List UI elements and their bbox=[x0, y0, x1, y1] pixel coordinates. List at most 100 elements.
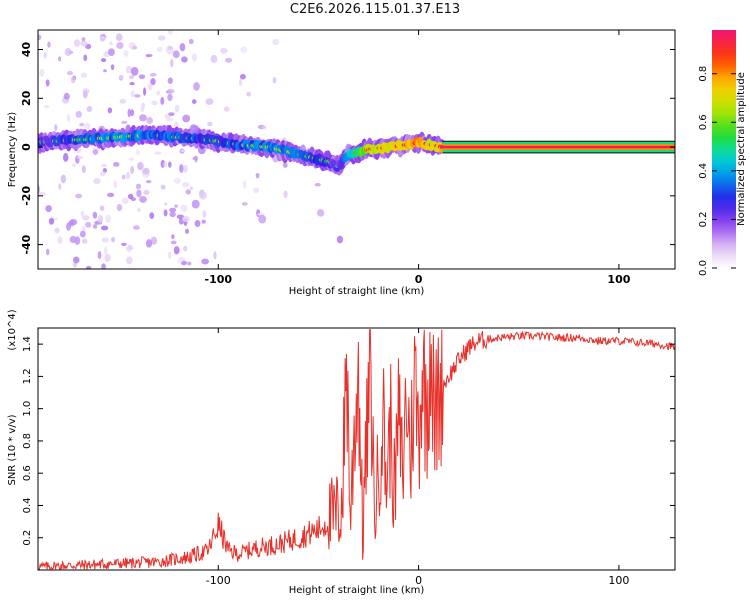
spectrogram-speckle bbox=[127, 108, 131, 118]
spectrogram-speckle bbox=[167, 77, 173, 84]
spectrogram-speckle bbox=[179, 163, 184, 173]
spectrogram-speckle bbox=[45, 248, 50, 256]
spectrogram-speckle bbox=[176, 214, 185, 220]
spectrogram-speckle bbox=[189, 186, 194, 191]
spectrogram-speckle bbox=[253, 187, 260, 194]
spectrogram-speckle bbox=[54, 124, 58, 131]
spectrogram-speckle bbox=[181, 56, 188, 63]
y-axis-multiplier: (x10^4) bbox=[7, 309, 18, 350]
spectrogram-speckle bbox=[180, 149, 185, 153]
spectrogram-speckle bbox=[143, 87, 147, 96]
spectrogram-speckle bbox=[160, 96, 165, 105]
spectrogram-speckle bbox=[54, 227, 60, 234]
x-tick-label: 0 bbox=[415, 574, 422, 587]
spectrogram-speckle bbox=[134, 94, 141, 98]
spectrogram-speckle bbox=[84, 122, 91, 130]
spectrogram-speckle bbox=[45, 79, 50, 87]
spectrogram-speckle bbox=[135, 149, 140, 156]
spectrogram-speckle bbox=[99, 171, 106, 177]
spectrogram-speckle bbox=[129, 81, 135, 86]
spectrogram-speckle bbox=[45, 205, 52, 213]
spectrogram-speckle bbox=[121, 242, 127, 246]
spectrogram-speckle bbox=[140, 107, 145, 112]
spectrogram-speckle bbox=[81, 165, 86, 174]
spectrogram-speckle bbox=[137, 162, 144, 171]
spectrogram-speckle bbox=[182, 164, 188, 173]
spectrogram-speckle bbox=[130, 90, 136, 98]
spectrogram-speckle bbox=[92, 211, 97, 219]
spectrogram-speckle bbox=[58, 56, 62, 62]
spectrogram-speckle bbox=[194, 155, 198, 163]
spectrogram-speckle bbox=[101, 237, 109, 243]
spectrogram-speckle bbox=[63, 92, 70, 100]
spectrogram-speckle bbox=[169, 207, 177, 213]
y-tick-label: 1.0 bbox=[22, 401, 33, 417]
spectrogram-speckle bbox=[182, 215, 190, 223]
spectrogram-speckle bbox=[127, 244, 133, 250]
spectrogram-speckle bbox=[99, 205, 105, 211]
spectrogram-speckle bbox=[173, 177, 181, 184]
colorbar-fill bbox=[712, 30, 736, 268]
colorbar-tick-label: 0.8 bbox=[698, 66, 709, 82]
colorbar: 0.0 0.2 0.4 0.6 0.8 Normalized spectral ampli… bbox=[698, 30, 747, 276]
spectrogram-speckle bbox=[125, 171, 131, 180]
y-tick-label: 0.6 bbox=[22, 465, 33, 481]
x-axis-label: Height of straight line (km) bbox=[289, 585, 425, 596]
colorbar-label: Normalized spectral amplitude bbox=[736, 72, 747, 226]
spectrogram-speckle bbox=[64, 48, 72, 57]
spectrogram-speckle bbox=[169, 211, 176, 218]
snr-frame bbox=[37, 327, 676, 571]
spectrogram-speckle bbox=[125, 256, 133, 265]
spectrogram-speckle bbox=[173, 246, 180, 255]
spectrogram-speckle bbox=[258, 214, 267, 224]
spectrogram-speckle bbox=[79, 230, 86, 238]
spectrogram-speckle bbox=[213, 251, 217, 260]
spectrogram-speckle bbox=[201, 219, 206, 224]
spectrogram-speckle bbox=[47, 41, 51, 48]
spectrogram-speckle bbox=[121, 174, 126, 180]
spectrogram-speckle bbox=[82, 90, 88, 99]
spectrogram-speckle bbox=[163, 161, 168, 168]
spectrogram-speckle bbox=[85, 221, 92, 228]
spectrogram-speckle bbox=[138, 114, 147, 122]
spectrogram-speckle bbox=[73, 256, 80, 264]
spectrogram-speckle bbox=[185, 189, 191, 195]
spectrogram-speckle bbox=[75, 110, 82, 118]
spectrogram-speckle bbox=[116, 203, 123, 212]
spectrogram-speckle bbox=[101, 163, 107, 168]
steady-tone-core bbox=[442, 145, 675, 149]
spectrogram-speckle bbox=[128, 157, 135, 161]
spectrogram-speckle bbox=[225, 57, 233, 63]
y-tick-label: 1.2 bbox=[22, 368, 33, 384]
spectrogram-speckle bbox=[125, 65, 132, 74]
page-title: C2E6.2026.115.01.37.E13 bbox=[289, 2, 461, 17]
y-tick-label: 0.8 bbox=[22, 433, 33, 449]
colorbar-tick-label: 0.6 bbox=[698, 114, 709, 130]
snr-series-line bbox=[38, 329, 675, 570]
spectrogram-speckle bbox=[137, 208, 141, 212]
spectrogram-speckle bbox=[102, 168, 108, 173]
spectrogram-speckle bbox=[43, 52, 47, 59]
spectrogram-speckle bbox=[149, 72, 157, 77]
spectrogram-speckle bbox=[191, 199, 200, 209]
spectrogram-speckle bbox=[182, 247, 188, 251]
spectrogram-speckle bbox=[199, 191, 207, 200]
spectrogram-speckle bbox=[73, 39, 81, 47]
spectrogram-speckle bbox=[316, 209, 325, 217]
spectrogram-speckle bbox=[282, 162, 288, 168]
colorbar-tick-label: 0.0 bbox=[698, 260, 709, 276]
spectrogram-speckle bbox=[179, 42, 186, 52]
y-axis-label: SNR (10 * v/v) bbox=[7, 414, 18, 485]
spectrogram-speckle bbox=[136, 189, 142, 198]
spectrogram-speckle bbox=[104, 246, 108, 255]
spectrogram-speckle bbox=[107, 107, 113, 114]
spectrogram-speckle bbox=[104, 253, 111, 263]
spectrogram-speckle bbox=[80, 210, 85, 217]
spectrogram-speckle bbox=[165, 45, 174, 55]
spectrogram-speckle bbox=[142, 167, 150, 175]
spectrogram-speckle bbox=[167, 30, 173, 35]
spectrogram-speckle bbox=[119, 99, 127, 104]
spectrogram-speckle bbox=[168, 251, 172, 259]
spectrogram-speckle bbox=[130, 109, 135, 117]
